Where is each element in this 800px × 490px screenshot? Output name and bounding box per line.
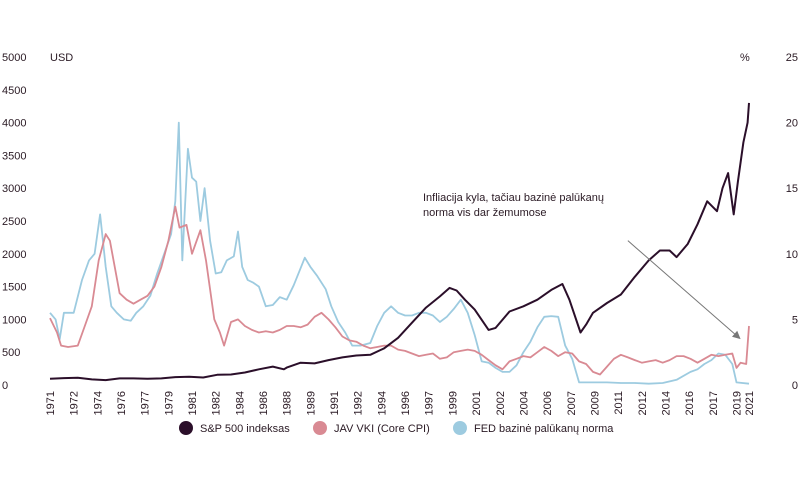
left-tick-label: 0 bbox=[2, 380, 8, 392]
x-tick-label: 1972 bbox=[69, 391, 81, 415]
annotation-arrowhead bbox=[732, 330, 741, 340]
x-tick-label: 2017 bbox=[708, 391, 720, 415]
left-axis-ticks: 0 500 1000 1500 2000 2500 3000 3500 4000 4500 5000 bbox=[2, 52, 26, 392]
annotation-line-1: Infliacija kyla, tačiau bazinė palūkanų bbox=[423, 192, 604, 204]
x-tick-label: 1971 bbox=[45, 391, 57, 415]
x-tick-label: 2014 bbox=[660, 391, 672, 415]
x-tick-label: 2001 bbox=[471, 391, 483, 415]
annotation: Infliacija kyla, tačiau bazinė palūkanų … bbox=[423, 192, 741, 340]
x-tick-label: 2011 bbox=[613, 391, 625, 415]
right-axis-unit: % bbox=[740, 52, 750, 64]
legend-swatch-cpi bbox=[313, 421, 327, 435]
x-tick-label: 1977 bbox=[140, 391, 152, 415]
x-tick-label: 2021 bbox=[744, 391, 756, 415]
x-tick-label: 1991 bbox=[329, 391, 341, 415]
right-tick-label: 20 bbox=[786, 118, 798, 130]
left-tick-label: 2500 bbox=[2, 216, 26, 228]
x-tick-label: 1974 bbox=[92, 391, 104, 415]
right-axis-ticks: 0 5 10 15 20 25 bbox=[786, 52, 798, 392]
x-tick-label: 2009 bbox=[589, 391, 601, 415]
legend-label-cpi: JAV VKI (Core CPI) bbox=[334, 423, 430, 435]
x-tick-label: 1997 bbox=[424, 391, 436, 415]
x-axis-ticks: 1971 1972 1974 1976 1977 1979 1981 1982 1984 1986… bbox=[45, 391, 756, 415]
x-tick-label: 2007 bbox=[566, 391, 578, 415]
x-tick-label: 2004 bbox=[518, 391, 530, 415]
x-tick-label: 2002 bbox=[495, 391, 507, 415]
series-layer bbox=[49, 102, 750, 385]
x-tick-label: 2006 bbox=[542, 391, 554, 415]
series-line-cpi bbox=[49, 205, 750, 376]
right-tick-label: 0 bbox=[792, 380, 798, 392]
legend-item-cpi: JAV VKI (Core CPI) bbox=[313, 421, 430, 435]
annotation-arrow bbox=[627, 240, 735, 335]
x-tick-label: 1994 bbox=[376, 391, 388, 415]
legend-item-sp500: S&P 500 indeksas bbox=[179, 421, 290, 435]
x-tick-label: 1988 bbox=[282, 391, 294, 415]
x-tick-label: 1996 bbox=[400, 391, 412, 415]
legend-label-fed: FED bazinė palūkanų norma bbox=[474, 423, 614, 435]
x-tick-label: 2012 bbox=[637, 391, 649, 415]
left-tick-label: 3000 bbox=[2, 183, 26, 195]
left-tick-label: 4500 bbox=[2, 85, 26, 97]
left-tick-label: 2000 bbox=[2, 249, 26, 261]
left-tick-label: 4000 bbox=[2, 118, 26, 130]
legend-label-sp500: S&P 500 indeksas bbox=[200, 423, 290, 435]
right-tick-label: 15 bbox=[786, 183, 798, 195]
left-tick-label: 1000 bbox=[2, 314, 26, 326]
x-tick-label: 2016 bbox=[684, 391, 696, 415]
x-tick-label: 1982 bbox=[211, 391, 223, 415]
legend: S&P 500 indeksas JAV VKI (Core CPI) FED … bbox=[179, 421, 614, 435]
right-tick-label: 10 bbox=[786, 249, 798, 261]
right-tick-label: 25 bbox=[786, 52, 798, 64]
x-tick-label: 2019 bbox=[731, 391, 743, 415]
annotation-line-2: norma vis dar žemumose bbox=[423, 207, 547, 219]
legend-swatch-fed bbox=[453, 421, 467, 435]
left-tick-label: 3500 bbox=[2, 150, 26, 162]
left-tick-label: 5000 bbox=[2, 52, 26, 64]
legend-swatch-sp500 bbox=[179, 421, 193, 435]
x-tick-label: 1979 bbox=[163, 391, 175, 415]
x-tick-label: 1986 bbox=[258, 391, 270, 415]
x-tick-label: 1989 bbox=[305, 391, 317, 415]
x-tick-label: 1981 bbox=[187, 391, 199, 415]
x-tick-label: 1992 bbox=[353, 391, 365, 415]
x-tick-label: 1984 bbox=[234, 391, 246, 415]
right-tick-label: 5 bbox=[792, 314, 798, 326]
x-tick-label: 1999 bbox=[447, 391, 459, 415]
legend-item-fed: FED bazinė palūkanų norma bbox=[453, 421, 614, 435]
left-tick-label: 500 bbox=[2, 347, 20, 359]
x-tick-label: 1976 bbox=[116, 391, 128, 415]
series-line-fed bbox=[49, 121, 750, 385]
series-line-sp500 bbox=[49, 102, 750, 382]
left-tick-label: 1500 bbox=[2, 282, 26, 294]
left-axis-unit: USD bbox=[50, 52, 73, 64]
